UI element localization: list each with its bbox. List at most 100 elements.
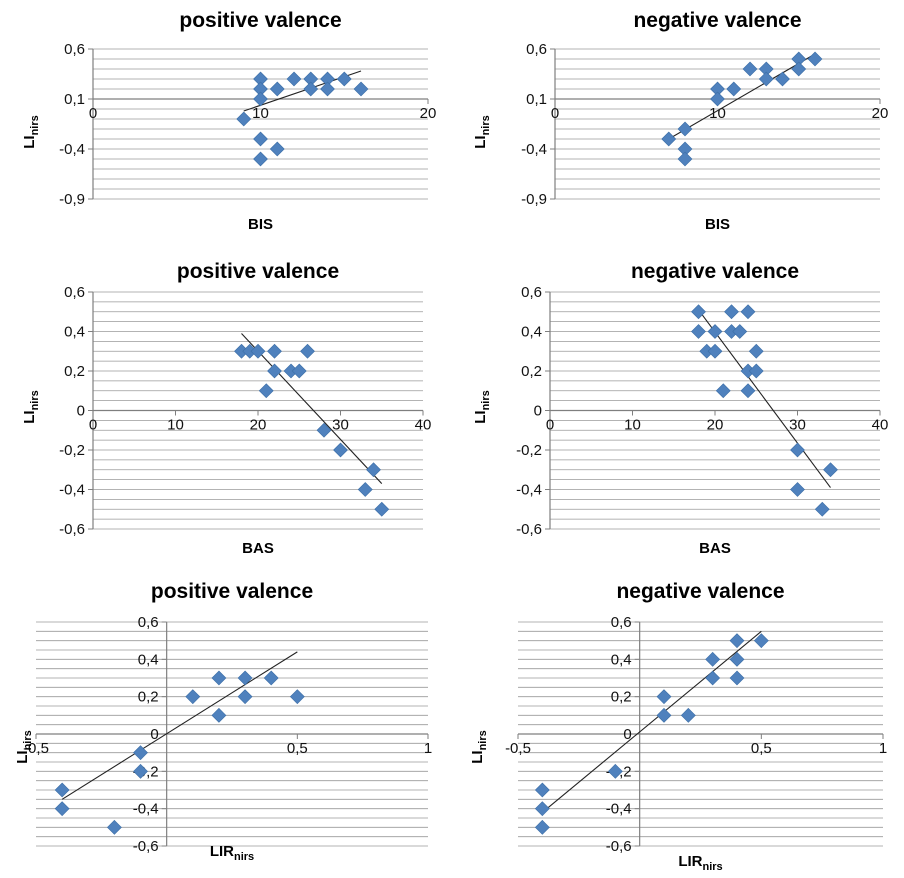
data-point xyxy=(758,71,774,87)
data-point xyxy=(211,670,227,686)
data-point xyxy=(253,151,268,167)
y-tick-label: 0,1 xyxy=(64,91,85,108)
x-tick-label: 10 xyxy=(252,105,269,122)
x-tick-label: 0 xyxy=(546,417,554,434)
x-tick-label: 1 xyxy=(879,740,887,757)
data-point xyxy=(333,442,348,458)
data-point xyxy=(729,651,745,667)
y-tick-label: -0,4 xyxy=(59,482,85,499)
x-axis-label: BAS xyxy=(699,540,731,557)
data-point xyxy=(269,141,285,157)
y-tick-label: 0,6 xyxy=(64,284,85,301)
data-point xyxy=(740,383,756,399)
data-point xyxy=(656,707,672,723)
data-point xyxy=(729,633,745,649)
x-axis-label-main: LIR xyxy=(678,853,702,870)
data-points xyxy=(54,670,305,835)
gridlines xyxy=(93,48,428,200)
data-points xyxy=(691,304,838,517)
data-point xyxy=(211,707,227,723)
data-point xyxy=(807,51,823,67)
data-point xyxy=(237,670,253,686)
data-point xyxy=(253,91,268,107)
chart-lir-positive: positive valence-0,50,510,60,40,20-0,2-0… xyxy=(0,570,450,873)
data-point xyxy=(316,422,332,438)
x-axis-label-sub: nirs xyxy=(702,861,722,873)
data-points xyxy=(236,71,369,167)
x-tick-label: 40 xyxy=(872,417,889,434)
x-axis-label-main: BAS xyxy=(699,540,731,557)
data-point xyxy=(237,689,253,705)
data-point xyxy=(269,81,285,97)
scatter-svg: negative valence-0,50,510,60,40,20-0,2-0… xyxy=(469,580,887,873)
data-point xyxy=(353,81,369,97)
data-point xyxy=(253,131,268,147)
data-point xyxy=(726,81,742,97)
y-tick-label: 0,6 xyxy=(526,41,547,58)
trendline xyxy=(668,53,816,140)
data-point xyxy=(289,689,305,705)
data-point xyxy=(705,651,721,667)
y-axis-label-sub: nirs xyxy=(29,115,41,135)
y-tick-label: 0 xyxy=(623,726,631,743)
data-point xyxy=(691,324,706,339)
scatter-svg: positive valence-0,50,510,60,40,20-0,2-0… xyxy=(14,580,432,863)
data-point xyxy=(791,61,807,77)
y-tick-label: 0,1 xyxy=(526,91,547,108)
data-point xyxy=(748,343,764,359)
y-axis-label: LInirs xyxy=(472,390,492,424)
data-point xyxy=(263,670,279,686)
y-axis-label-main: LI xyxy=(14,750,31,763)
data-point xyxy=(534,801,550,817)
y-axis-label-sub: nirs xyxy=(480,390,492,410)
data-point xyxy=(133,763,148,779)
y-tick-label: -0,4 xyxy=(516,482,542,499)
y-tick-label: 0,4 xyxy=(611,651,632,668)
trendline xyxy=(698,309,831,488)
data-point xyxy=(534,782,550,798)
x-axis-label-main: BIS xyxy=(705,216,730,233)
x-tick-label: 20 xyxy=(420,105,437,122)
chart-title: positive valence xyxy=(177,260,339,283)
data-point xyxy=(707,343,723,359)
y-tick-label: 0,2 xyxy=(138,689,159,706)
x-tick-label: 30 xyxy=(789,417,806,434)
data-point xyxy=(677,151,693,167)
x-tick-label: 0,5 xyxy=(287,740,308,757)
y-tick-label: 0 xyxy=(77,403,85,420)
y-axis-label-sub: nirs xyxy=(477,730,489,750)
trendline xyxy=(541,630,762,813)
y-axis-label: LInirs xyxy=(472,115,492,149)
trendline xyxy=(61,651,298,800)
y-tick-label: -0,4 xyxy=(521,141,547,158)
data-point xyxy=(320,81,335,97)
y-axis-label-sub: nirs xyxy=(29,390,41,410)
x-tick-label: 0,5 xyxy=(751,740,772,757)
data-point xyxy=(374,501,390,517)
chart-title: positive valence xyxy=(151,580,313,603)
y-axis-label: LInirs xyxy=(21,115,41,149)
y-axis-label-main: LI xyxy=(21,410,38,423)
data-point xyxy=(775,71,790,87)
y-tick-label: 0,2 xyxy=(611,689,632,706)
chart-title: negative valence xyxy=(631,260,799,283)
y-tick-label: 0,2 xyxy=(64,363,85,380)
data-point xyxy=(185,689,201,705)
data-point xyxy=(133,745,148,761)
data-points xyxy=(534,633,769,835)
data-point xyxy=(366,462,381,478)
x-axis-label-main: BAS xyxy=(242,540,274,557)
data-point xyxy=(680,707,696,723)
y-tick-label: 0,6 xyxy=(521,284,542,301)
data-point xyxy=(303,81,319,97)
data-point xyxy=(724,304,739,320)
y-tick-label: 0,4 xyxy=(64,324,85,341)
chart-title: negative valence xyxy=(616,580,784,603)
x-tick-label: 10 xyxy=(624,417,641,434)
y-axis-label: LInirs xyxy=(469,730,489,764)
data-point xyxy=(250,343,266,359)
data-point xyxy=(54,801,70,817)
y-tick-label: -0,6 xyxy=(606,838,632,855)
y-tick-label: 0 xyxy=(534,403,542,420)
